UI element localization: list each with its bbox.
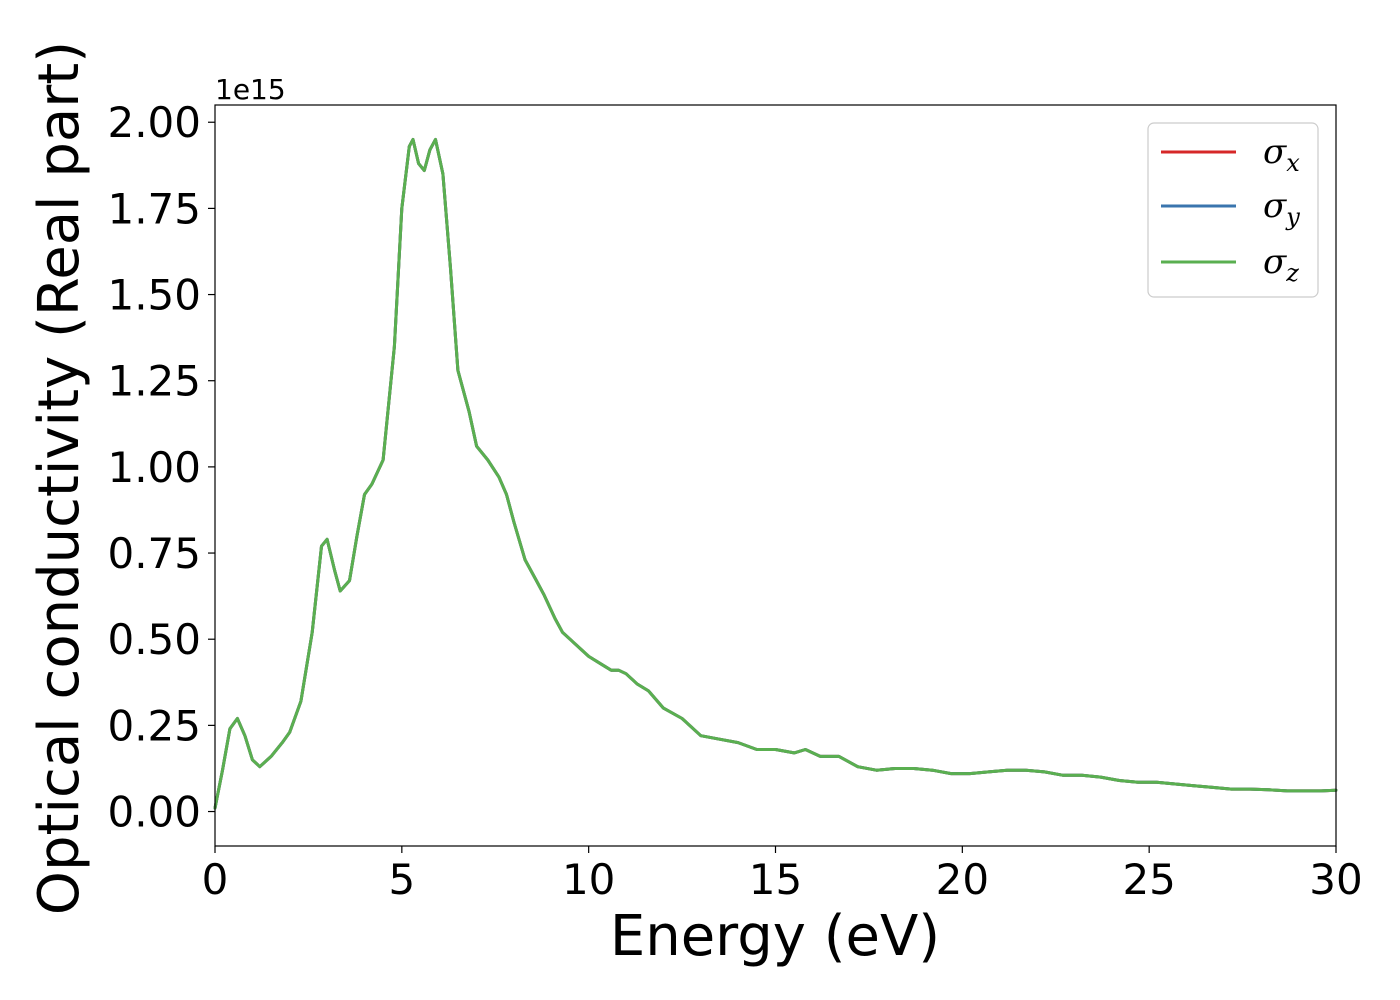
y-tick-label: 0.25 [107,701,201,750]
x-tick-label: 15 [749,855,802,904]
x-tick-label: 25 [1122,855,1175,904]
legend-box [1147,122,1319,298]
x-tick-label: 20 [936,855,989,904]
y-tick-label: 2.00 [107,98,201,147]
series-line-sigma-z [213,138,1338,810]
legend-label-sigma-y: σy [1263,186,1300,231]
x-tick-label: 5 [388,855,415,904]
x-tick-label: 10 [562,855,615,904]
y-axis-title: Optical conductivity (Real part) [27,41,92,915]
y-tick-label: 1.50 [107,271,201,320]
series-group [213,138,1338,810]
y-offset-text: 1e15 [215,73,286,106]
x-tick-label: 30 [1309,855,1362,904]
y-tick-label: 0.00 [107,788,201,837]
x-axis-title: Energy (eV) [610,904,940,969]
y-tick-label: 0.50 [107,615,201,664]
x-tick-label: 0 [202,855,229,904]
y-tick-label: 1.00 [107,443,201,492]
y-tick-label: 1.75 [107,184,201,233]
x-axis-ticks: 0 5 10 15 20 25 30 [202,846,1363,904]
y-axis-ticks: 0.00 0.25 0.50 0.75 1.00 1.25 1.50 1.75 2.00 [107,98,215,837]
y-tick-label: 1.25 [107,357,201,406]
y-tick-label: 0.75 [107,529,201,578]
